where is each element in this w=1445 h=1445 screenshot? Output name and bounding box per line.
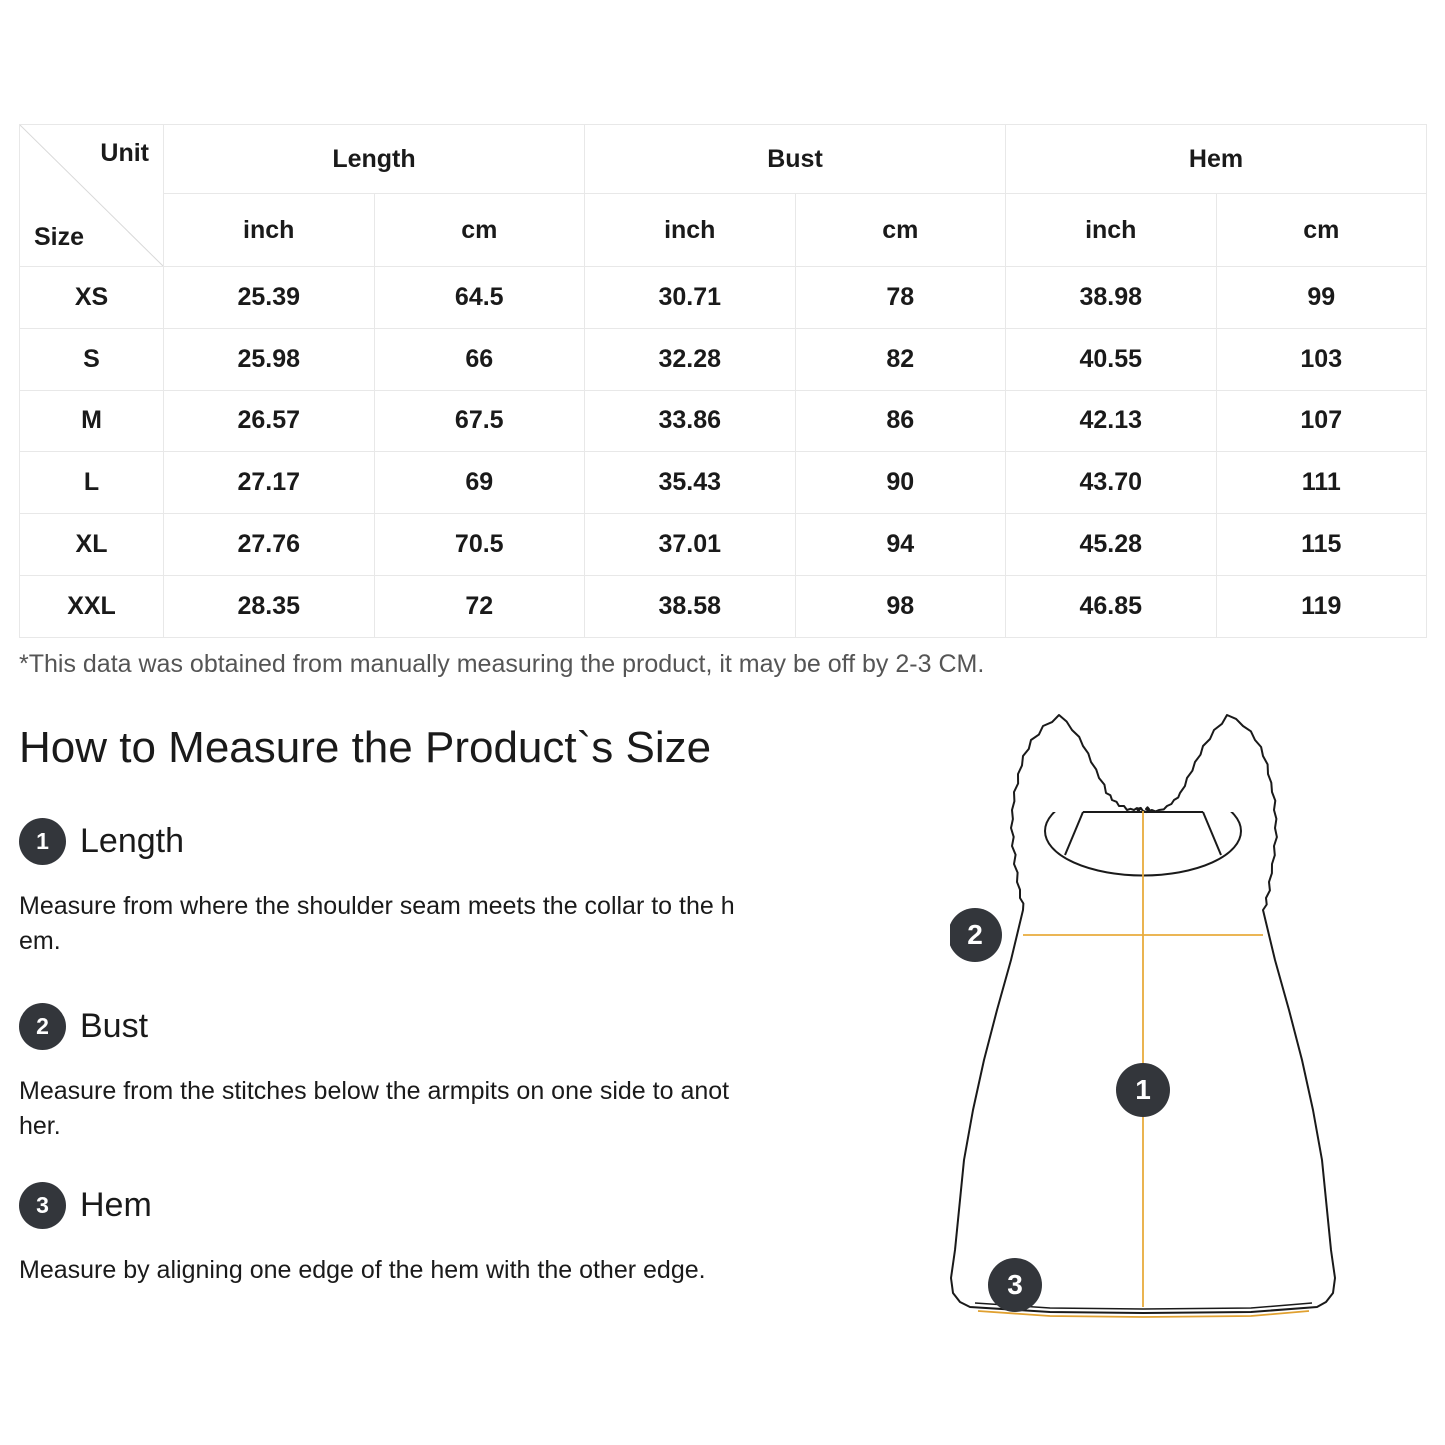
svg-text:1: 1: [1135, 1074, 1151, 1105]
svg-text:3: 3: [1007, 1269, 1023, 1300]
svg-text:2: 2: [967, 919, 983, 950]
